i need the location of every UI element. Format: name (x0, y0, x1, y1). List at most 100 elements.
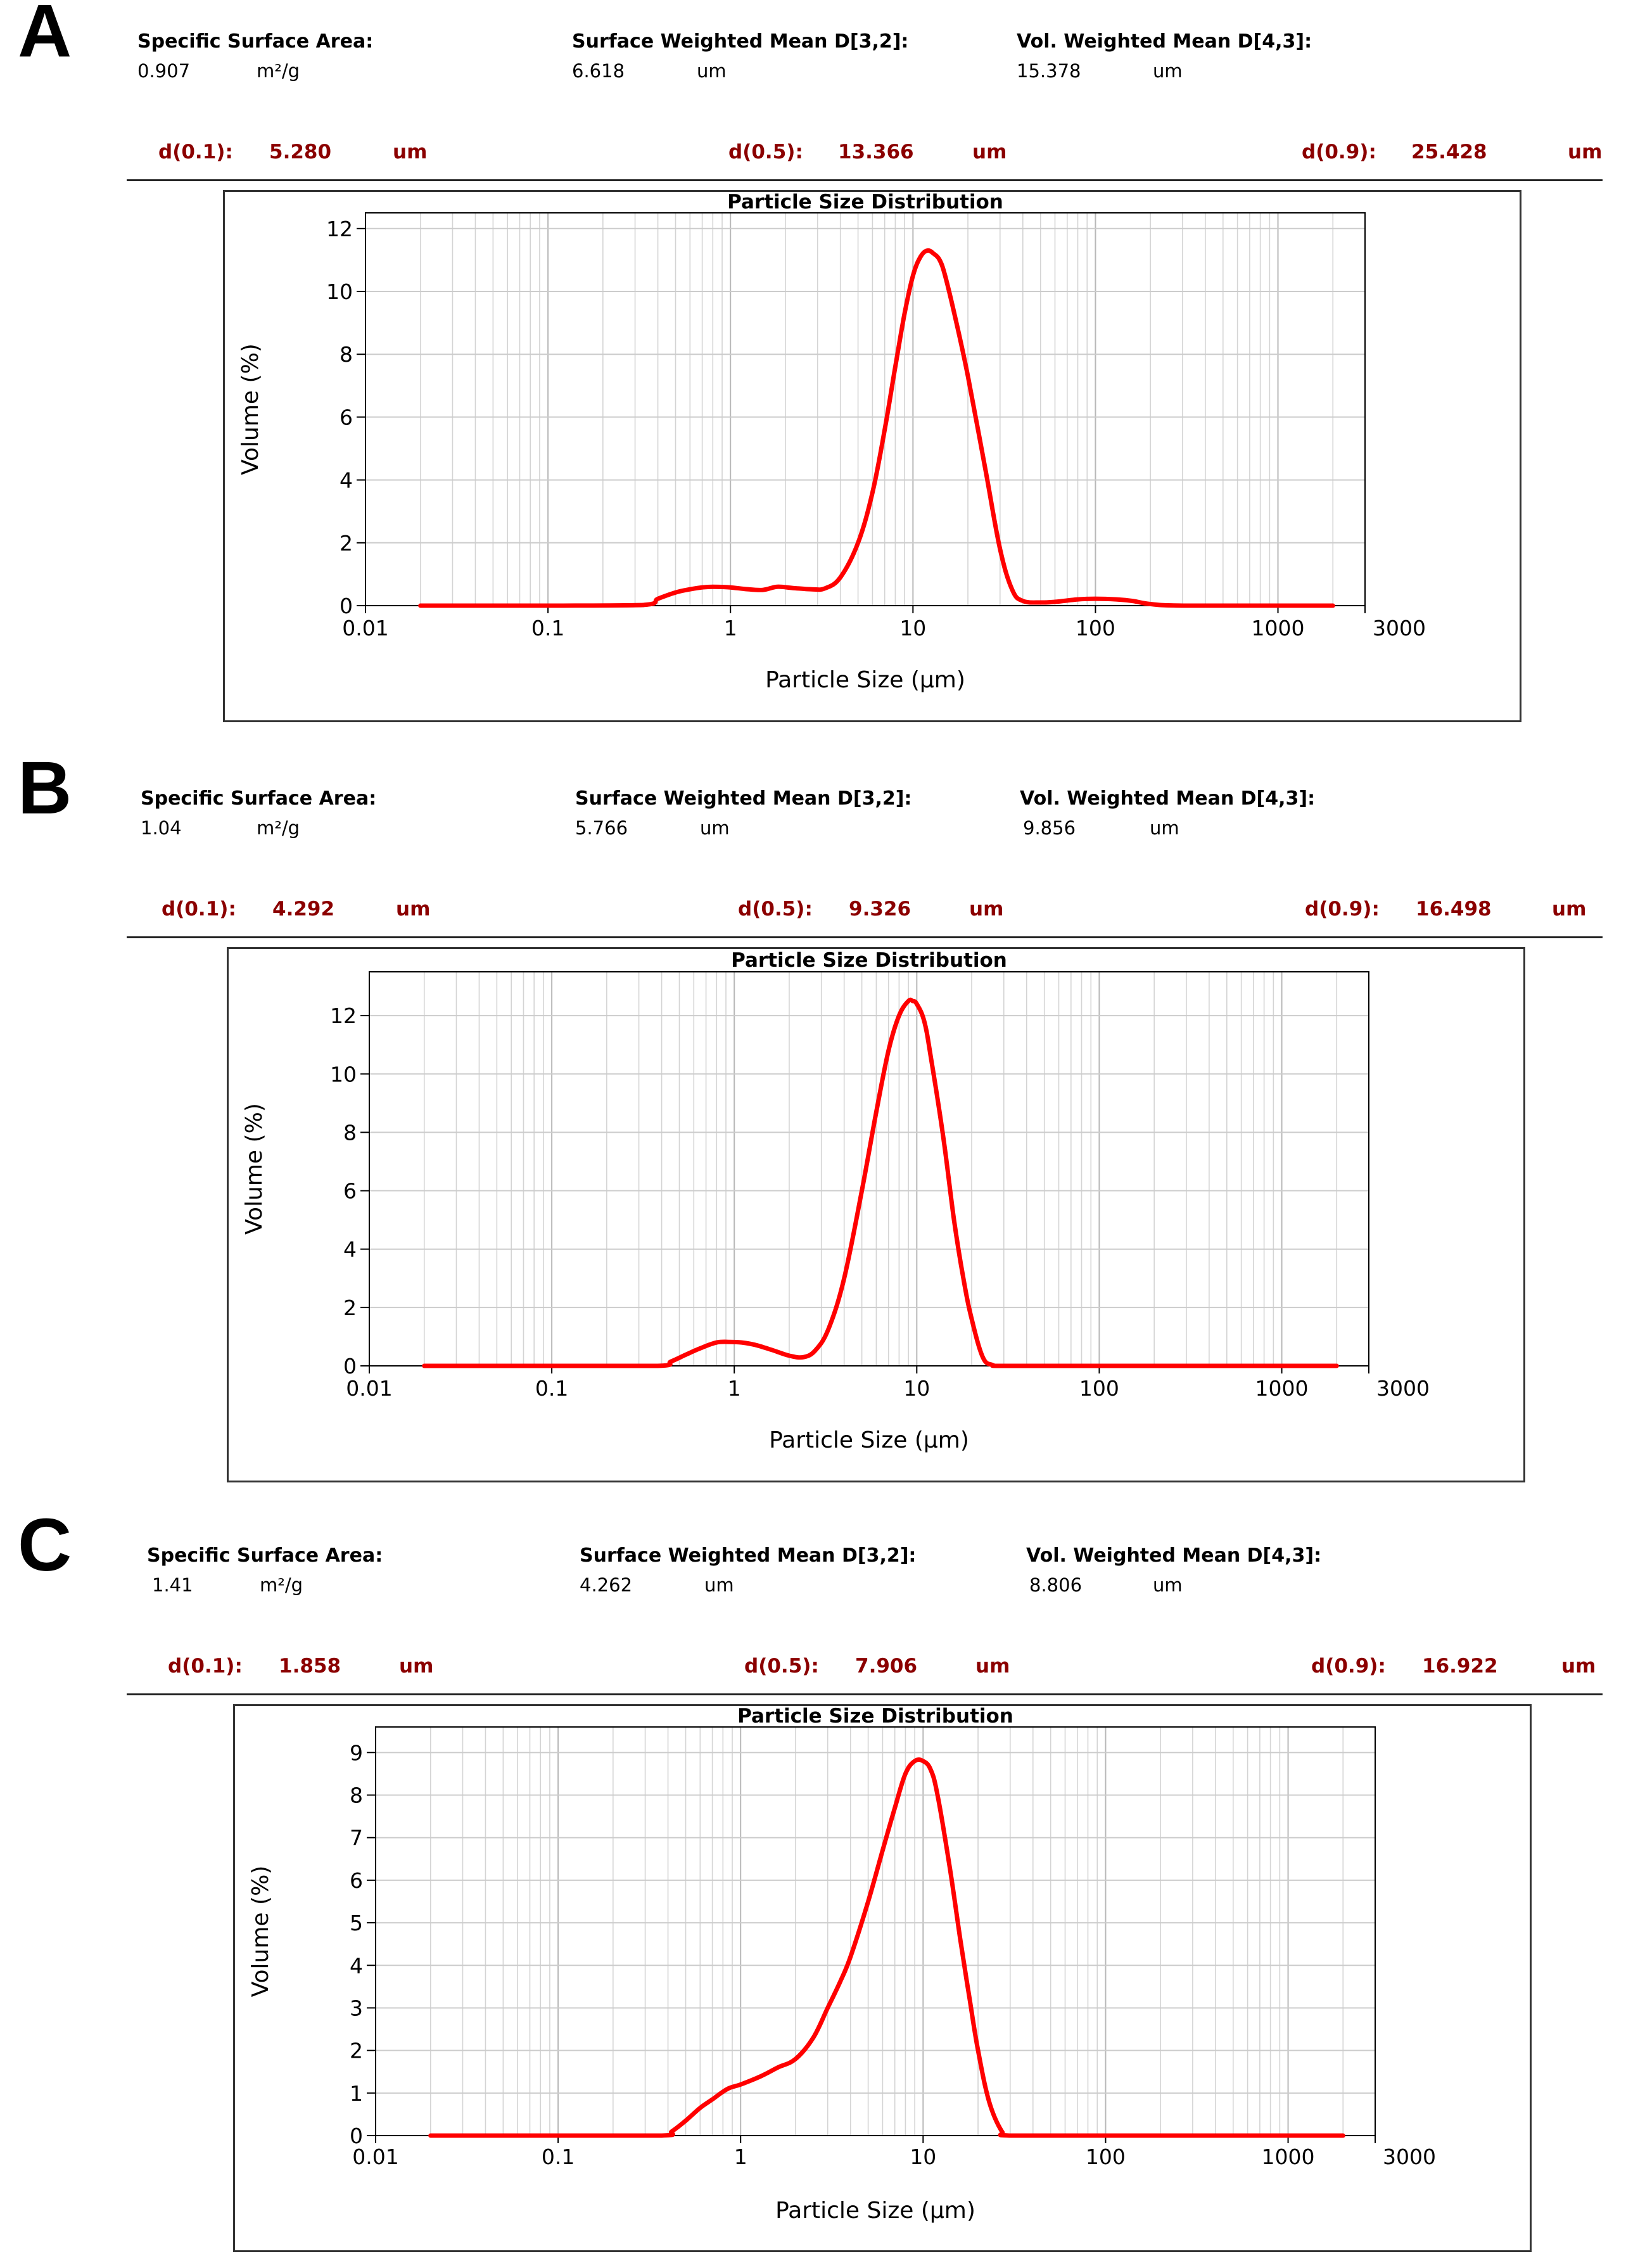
panel-c: C Specific Surface Area: 1.41 m²/g Surfa… (0, 1508, 1645, 2268)
grid-lines (365, 213, 1365, 606)
d05-value: 9.326 (849, 898, 911, 921)
y-tick-label: 0 (340, 594, 353, 618)
d43-value: 8.806 (1029, 1574, 1083, 1596)
x-tick-label: 100 (1076, 616, 1115, 640)
plot-area (365, 212, 1366, 606)
series-line-volume (422, 997, 1339, 1368)
d09-label: d(0.9): (1305, 898, 1380, 921)
y-tick-label: 6 (343, 1179, 357, 1204)
y-tick-label: 6 (340, 405, 353, 430)
grid-lines (376, 1727, 1375, 2136)
psd-chart: 0 2 4 6 8 10 12 0.01 0.1 1 10 100 1000 3000 Particle… (241, 949, 1430, 1453)
d01-unit: um (399, 1655, 434, 1678)
y-tick-label: 1 (350, 2081, 363, 2106)
y-tick-label: 7 (350, 1826, 363, 1851)
d43-label: Vol. Weighted Mean D[4,3]: (1020, 787, 1316, 810)
d09-unit: um (1552, 898, 1587, 921)
y-axis-label: Volume (%) (238, 343, 264, 475)
x-tick-label: 0.1 (542, 2144, 575, 2169)
x-tick-label: 1 (724, 616, 737, 640)
d32-value: 4.262 (580, 1574, 633, 1596)
d09-label: d(0.9): (1311, 1655, 1386, 1678)
y-tick-label: 8 (343, 1120, 357, 1145)
d09-value: 16.498 (1416, 898, 1492, 921)
d32-label: Surface Weighted Mean D[3,2]: (580, 1545, 917, 1567)
panel-a: A Specific Surface Area: 0.907 m²/g Surf… (0, 0, 1645, 754)
x-tick-label: 0.01 (342, 616, 388, 640)
x-tick-label: 10 (899, 616, 926, 640)
x-tick-label: 3000 (1383, 2144, 1436, 2169)
y-tick-label: 2 (340, 531, 353, 556)
y-tick-label: 8 (340, 342, 353, 367)
y-axis-label: Volume (%) (241, 1103, 267, 1235)
chart-title: Particle Size Distribution (737, 1705, 1013, 1728)
d01-value: 1.858 (279, 1655, 341, 1678)
d01-label: d(0.1): (168, 1655, 243, 1678)
y-tick-label: 0 (350, 2124, 363, 2148)
y-tick-label: 2 (343, 1296, 357, 1320)
y-tick-label: 12 (326, 217, 353, 241)
y-axis-ticks: 0 1 2 3 4 5 6 7 8 9 (350, 1740, 376, 2148)
panel-letter: A (18, 0, 72, 73)
ssa-unit: m²/g (257, 60, 300, 82)
x-tick-label: 1 (728, 1376, 741, 1401)
y-tick-label: 3 (350, 1996, 363, 2020)
d05-label: d(0.5): (728, 141, 803, 163)
chart-frame: 0 2 4 6 8 10 12 0.01 0.1 1 10 100 1000 3000 Particle… (227, 947, 1525, 1482)
d05-value: 13.366 (838, 141, 914, 163)
d43-unit: um (1150, 817, 1179, 839)
d09-label: d(0.9): (1302, 141, 1376, 163)
y-axis-ticks: 0 2 4 6 8 10 12 (330, 1003, 369, 1379)
plot-area (375, 1726, 1376, 2136)
psd-chart: 0 2 4 6 8 10 12 0.01 0.1 1 10 100 1000 3000 Particle… (238, 191, 1426, 693)
d43-label: Vol. Weighted Mean D[4,3]: (1026, 1545, 1322, 1567)
d05-unit: um (975, 1655, 1010, 1678)
d32-label: Surface Weighted Mean D[3,2]: (572, 30, 909, 53)
d05-unit: um (972, 141, 1007, 163)
series-line-volume (428, 1757, 1345, 2138)
x-axis-ticks: 0.01 0.1 1 10 100 1000 3000 (342, 606, 1426, 640)
x-axis-label: Particle Size (μm) (775, 2198, 975, 2224)
x-tick-label: 100 (1086, 2144, 1126, 2169)
d01-value: 4.292 (272, 898, 335, 921)
y-tick-label: 2 (350, 2039, 363, 2063)
y-tick-label: 6 (350, 1868, 363, 1893)
divider-line (127, 179, 1603, 181)
x-tick-label: 10 (903, 1376, 930, 1401)
y-axis-label: Volume (%) (248, 1866, 274, 1997)
d43-unit: um (1153, 60, 1183, 82)
x-axis-label: Particle Size (μm) (765, 667, 965, 693)
panel-letter: B (18, 746, 72, 830)
d32-value: 6.618 (572, 60, 625, 82)
y-tick-label: 0 (343, 1354, 357, 1379)
plot-area (369, 971, 1369, 1367)
d05-value: 7.906 (855, 1655, 918, 1678)
d05-label: d(0.5): (744, 1655, 819, 1678)
d01-label: d(0.1): (158, 141, 233, 163)
ssa-label: Specific Surface Area: (137, 30, 374, 53)
x-axis-label: Particle Size (μm) (769, 1427, 969, 1453)
d09-unit: um (1568, 141, 1603, 163)
d32-unit: um (704, 1574, 734, 1596)
panel-letter: C (18, 1503, 72, 1587)
y-tick-label: 12 (330, 1003, 357, 1028)
d32-unit: um (700, 817, 730, 839)
ssa-label: Specific Surface Area: (141, 787, 377, 810)
x-tick-label: 3000 (1376, 1376, 1430, 1401)
chart-frame: 0 1 2 3 4 5 6 7 8 9 0.01 0.1 1 10 100 1000 3000 Particl… (233, 1704, 1532, 2252)
d32-value: 5.766 (575, 817, 628, 839)
d01-label: d(0.1): (162, 898, 236, 921)
chart-title: Particle Size Distribution (727, 191, 1003, 213)
ssa-unit: m²/g (257, 817, 300, 839)
x-axis-ticks: 0.01 0.1 1 10 100 1000 3000 (352, 2136, 1436, 2169)
divider-line (127, 936, 1603, 938)
d09-value: 16.922 (1422, 1655, 1498, 1678)
y-tick-label: 8 (350, 1783, 363, 1808)
ssa-value: 1.04 (141, 817, 182, 839)
ssa-unit: m²/g (260, 1574, 303, 1596)
x-tick-label: 1 (734, 2144, 747, 2169)
d43-label: Vol. Weighted Mean D[4,3]: (1017, 30, 1312, 53)
x-tick-label: 10 (910, 2144, 936, 2169)
d09-value: 25.428 (1411, 141, 1487, 163)
psd-chart: 0 1 2 3 4 5 6 7 8 9 0.01 0.1 1 10 100 1000 3000 Particl… (248, 1705, 1436, 2224)
